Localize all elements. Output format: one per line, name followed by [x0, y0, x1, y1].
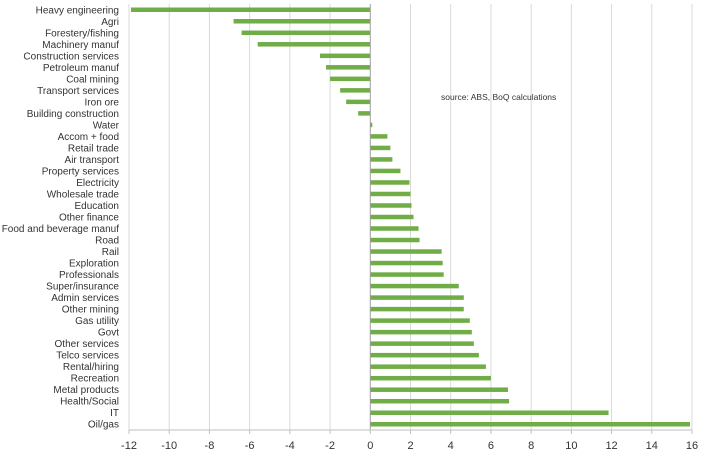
bar [370, 410, 609, 415]
bar [131, 7, 371, 13]
bar [326, 65, 371, 70]
category-label: Oil/gas [88, 420, 119, 431]
bar [241, 30, 371, 36]
x-tick-label: 6 [488, 440, 494, 452]
category-label: Transport services [37, 86, 119, 97]
category-label: Building construction [27, 109, 119, 120]
bar [370, 145, 391, 151]
category-label: Petroleum manuf [43, 63, 119, 74]
bar [370, 134, 388, 139]
x-tick-label: 8 [528, 440, 534, 452]
category-label: Professionals [59, 270, 119, 281]
x-tick-label: 12 [605, 440, 617, 452]
gridlines [128, 4, 693, 430]
bar [370, 226, 419, 231]
x-axis [128, 4, 693, 434]
category-label: Exploration [69, 259, 119, 270]
category-label: Road [95, 236, 119, 247]
bar [370, 157, 393, 162]
category-label: Water [93, 120, 120, 131]
category-label: Other services [55, 339, 119, 350]
category-label: IT [110, 408, 119, 419]
category-label: Construction services [23, 51, 119, 62]
bar [370, 168, 401, 174]
x-tick-labels: -12 -10 -8 -6 -4 -2 0 2 4 6 8 10 12 14 16 [121, 440, 698, 452]
category-label: Agri [101, 17, 119, 28]
bar [233, 19, 371, 24]
bar [370, 203, 412, 208]
category-label: Govt [98, 328, 119, 339]
x-tick-label: 10 [565, 440, 577, 452]
bar [370, 318, 470, 323]
bars [131, 7, 690, 427]
category-label: Metal products [53, 385, 119, 396]
bar [370, 283, 459, 289]
category-label: Rental/hiring [63, 362, 119, 373]
bar [358, 111, 371, 116]
bar [370, 272, 444, 277]
source-annotation: source: ABS, BoQ calculations [441, 92, 556, 102]
x-tick-label: 2 [407, 440, 413, 452]
bar [370, 237, 420, 243]
bar [340, 88, 371, 93]
category-label: Accom + food [58, 132, 119, 143]
category-label: Retail trade [68, 143, 120, 154]
category-label: Machinery manuf [42, 40, 119, 51]
bar [257, 42, 371, 47]
bar [370, 387, 509, 392]
bar [370, 329, 472, 335]
category-label: Super/insurance [46, 282, 119, 293]
x-tick-label: -8 [205, 440, 215, 452]
x-tick-label: -2 [325, 440, 335, 452]
bar [370, 122, 373, 128]
category-label: Other mining [62, 305, 119, 316]
x-tick-label: 0 [367, 440, 373, 452]
bar [370, 398, 510, 404]
x-tick-label: 14 [646, 440, 658, 452]
bar [370, 341, 474, 346]
x-tick-label: 4 [448, 440, 454, 452]
bar [370, 364, 486, 369]
bar [370, 260, 443, 266]
bar [370, 375, 491, 381]
category-label: Electricity [76, 178, 119, 189]
x-tick-label: 16 [686, 440, 698, 452]
category-label: Rail [102, 247, 119, 258]
category-label: Telco services [56, 351, 119, 362]
bar [370, 191, 411, 197]
category-label: Health/Social [60, 397, 119, 408]
category-label: Food and beverage manuf [2, 224, 120, 235]
bar [370, 180, 410, 185]
category-label: Forestery/fishing [45, 28, 119, 39]
category-label: Other finance [59, 213, 119, 224]
bar [370, 421, 690, 427]
category-label: Wholesale trade [47, 189, 120, 200]
x-tick-label: -12 [121, 440, 137, 452]
category-labels: Heavy engineeringAgriForestery/fishingMa… [2, 5, 120, 430]
category-label: Admin services [51, 293, 119, 304]
category-label: Gas utility [75, 316, 119, 327]
bar [370, 352, 479, 358]
bar [370, 249, 442, 254]
x-tick-label: -4 [285, 440, 295, 452]
category-label: Heavy engineering [36, 5, 119, 16]
x-tick-label: -10 [161, 440, 177, 452]
bar [330, 76, 371, 82]
category-label: Coal mining [66, 74, 119, 85]
bar [370, 306, 464, 312]
category-label: Property services [42, 166, 119, 177]
category-label: Recreation [71, 374, 119, 385]
category-label: Air transport [65, 155, 120, 166]
category-label: Education [75, 201, 119, 212]
bar [370, 214, 414, 220]
bar [370, 295, 464, 300]
x-tick-label: -6 [245, 440, 255, 452]
category-label: Iron ore [85, 97, 120, 108]
bar [346, 99, 371, 105]
bar [320, 53, 371, 59]
